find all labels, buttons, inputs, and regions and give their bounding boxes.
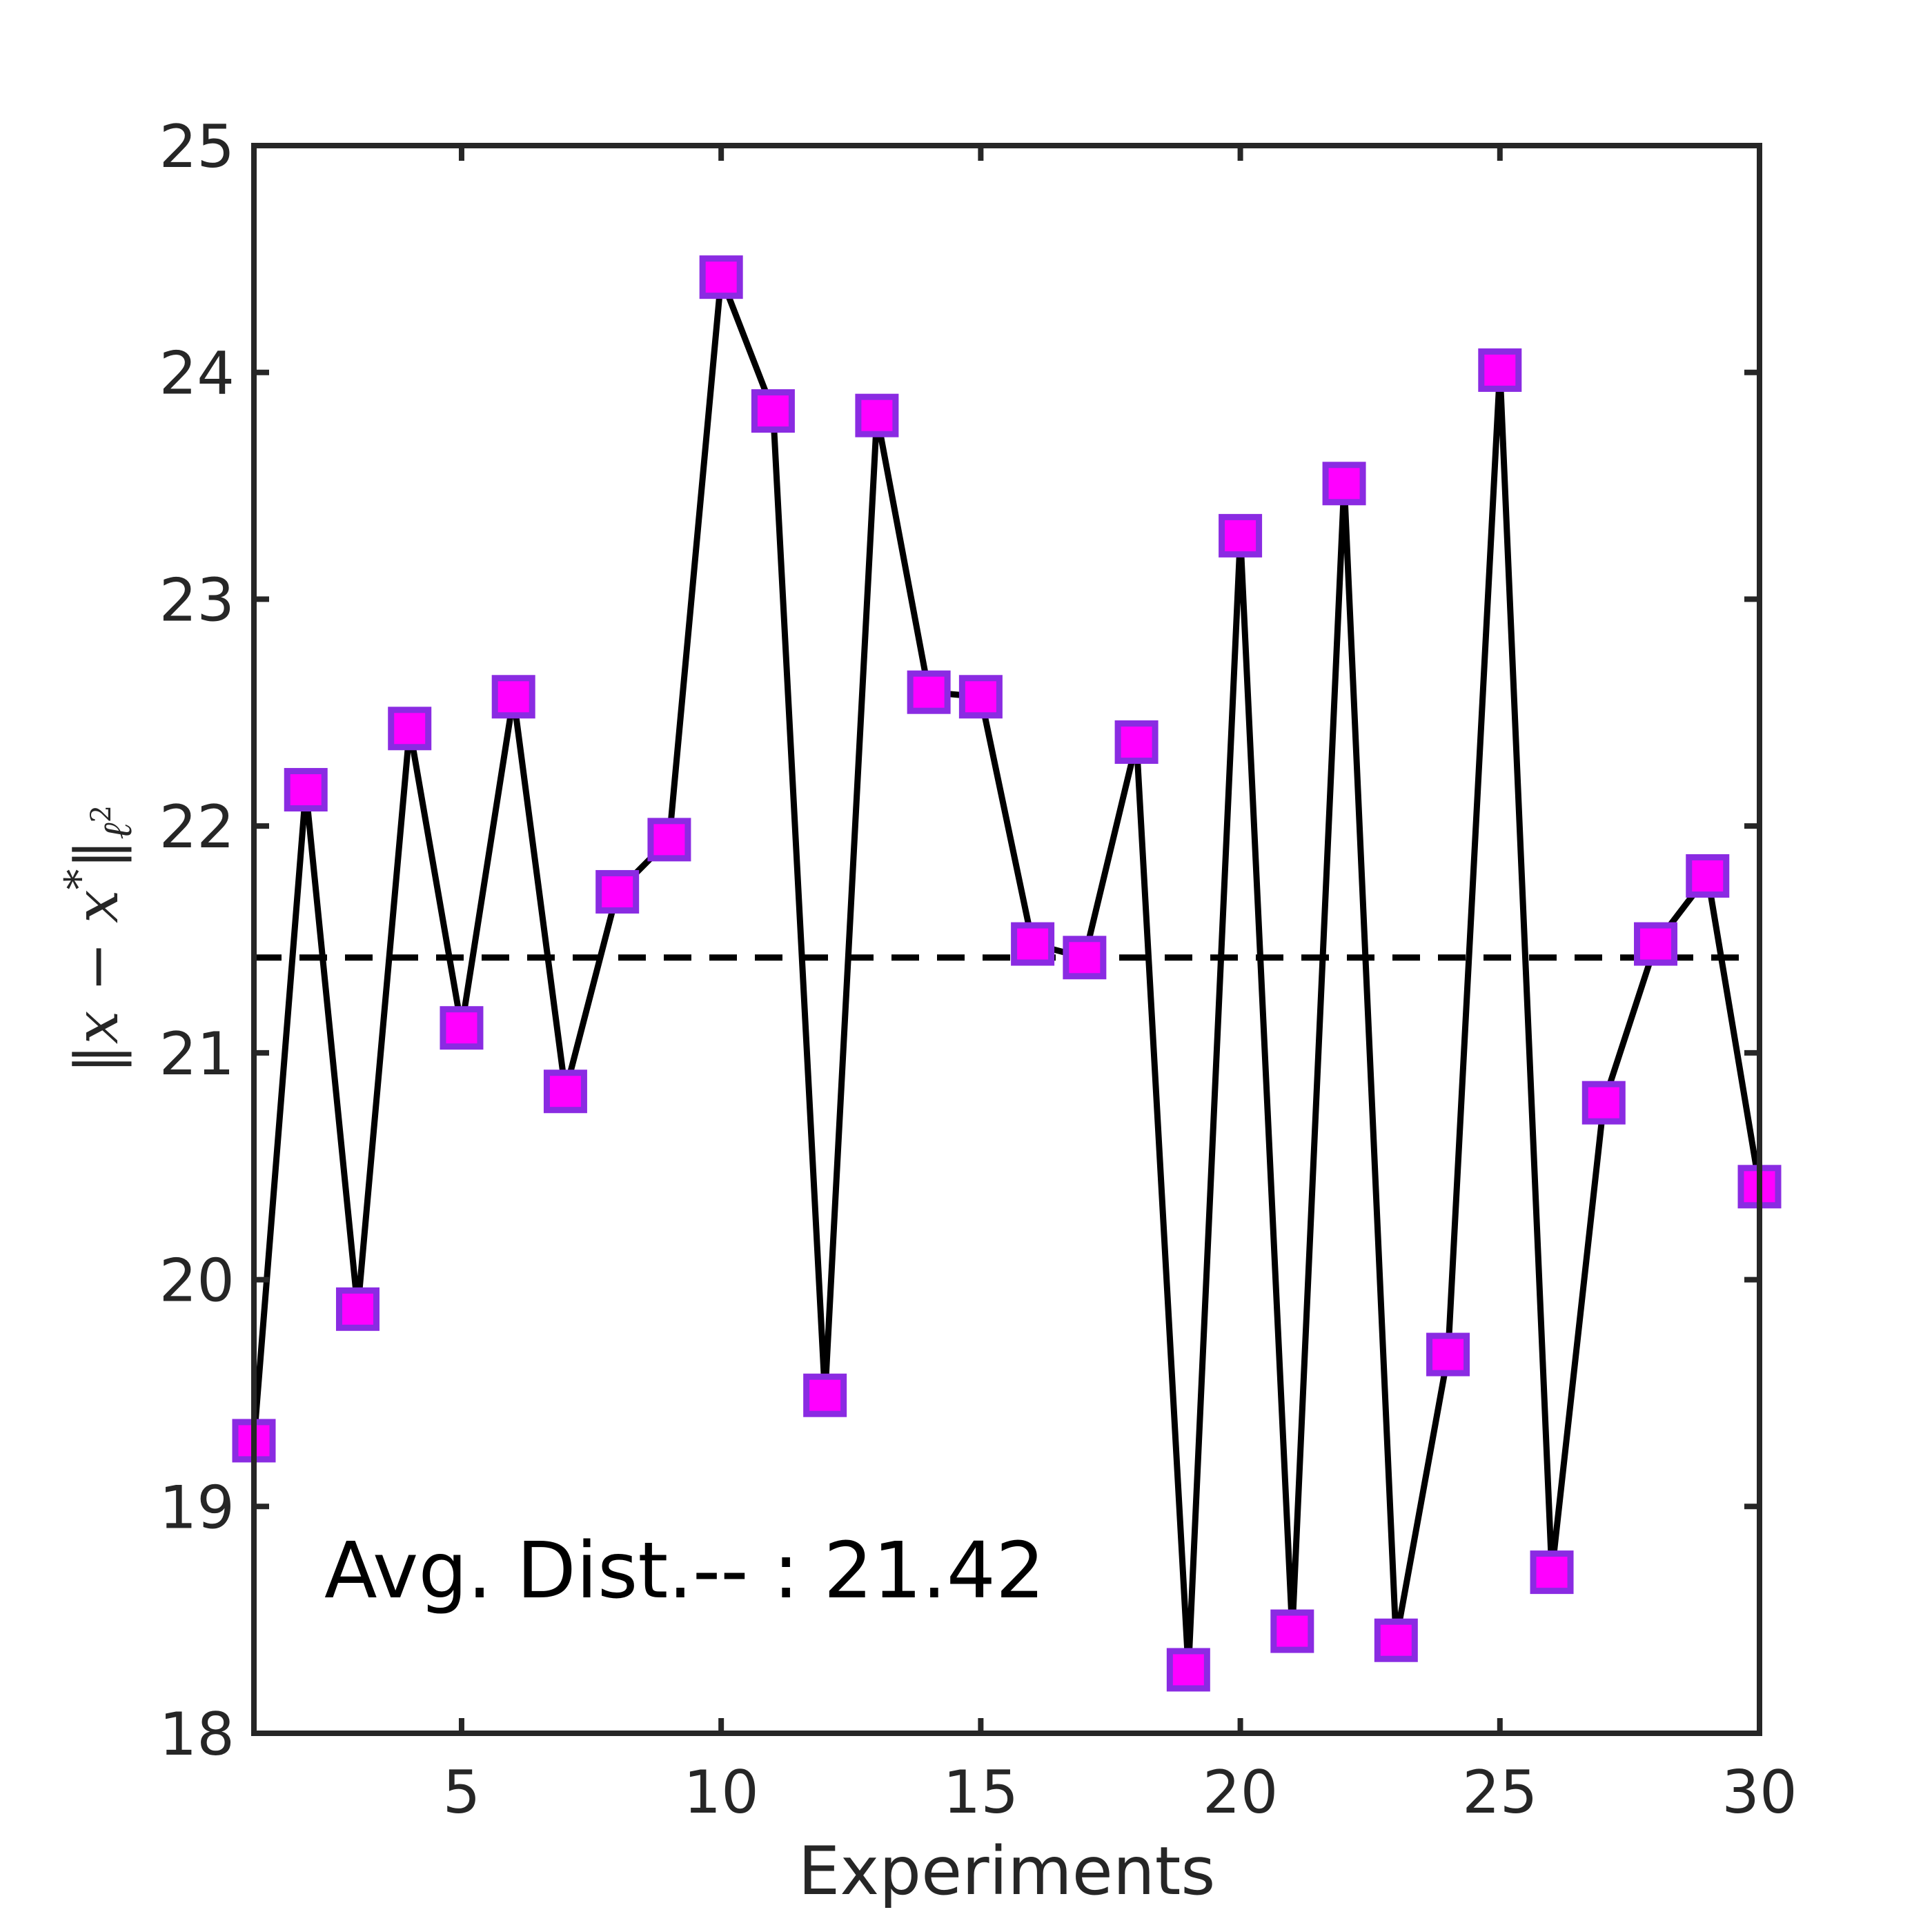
y-axis-title-part: − (63, 923, 132, 1011)
x-tick-label-10: 10 (683, 1758, 758, 1827)
y-axis-title-part: ‖ (63, 1044, 132, 1074)
y-axis-title-part: ℓ (94, 822, 141, 839)
y-tick-label-22: 22 (159, 793, 235, 862)
data-point-18 (1114, 720, 1159, 765)
data-point-4 (388, 707, 432, 751)
y-tick-label-23: 23 (159, 566, 235, 635)
data-point-7 (543, 1070, 587, 1114)
data-point-2 (284, 768, 328, 812)
data-point-27 (1581, 1081, 1626, 1125)
average-distance-annotation: Avg. Dist.-- : 21.42 (324, 1526, 1045, 1616)
data-point-24 (1426, 1332, 1470, 1377)
data-point-10 (699, 255, 743, 299)
data-point-26 (1530, 1550, 1574, 1595)
data-point-21 (1270, 1609, 1314, 1653)
x-axis-title: Experiments (798, 1833, 1216, 1910)
x-tick-label-5: 5 (443, 1758, 481, 1827)
x-tick-label-20: 20 (1203, 1758, 1278, 1827)
data-point-16 (1011, 922, 1055, 966)
y-axis-title-part: 2 (86, 805, 117, 822)
series-line (250, 276, 1763, 1670)
data-point-11 (751, 389, 795, 433)
x-tick-label-25: 25 (1462, 1758, 1537, 1827)
data-point-29 (1686, 854, 1730, 898)
data-point-6 (491, 675, 535, 719)
data-point-12 (803, 1373, 847, 1417)
y-axis-title-part: x (63, 1011, 132, 1045)
y-tick-label-21: 21 (159, 1020, 235, 1089)
data-point-14 (907, 670, 951, 714)
data-point-22 (1322, 462, 1366, 506)
y-tick-label-20: 20 (159, 1247, 235, 1316)
y-axis-title-part: ‖ (63, 839, 132, 869)
data-point-13 (855, 393, 899, 437)
y-axis-title-part: * (56, 869, 104, 889)
data-point-3 (335, 1287, 379, 1331)
y-axis-title: ‖x − x*‖ℓ2 (56, 805, 141, 1074)
y-tick-label-25: 25 (159, 112, 235, 181)
y-tick-label-19: 19 (159, 1473, 235, 1542)
data-point-25 (1478, 348, 1522, 392)
data-point-28 (1634, 922, 1678, 966)
plot-frame (251, 143, 1762, 1736)
data-point-9 (647, 818, 691, 862)
data-point-8 (595, 869, 640, 914)
data-point-15 (958, 675, 1003, 719)
y-axis-title-part: x (63, 889, 132, 923)
data-point-17 (1063, 936, 1107, 980)
data-point-19 (1166, 1648, 1210, 1692)
data-point-5 (440, 1006, 484, 1050)
y-tick-label-18: 18 (159, 1700, 235, 1769)
x-tick-label-30: 30 (1722, 1758, 1797, 1827)
y-tick-label-24: 24 (159, 339, 235, 408)
data-point-23 (1374, 1618, 1418, 1662)
data-point-20 (1219, 513, 1263, 558)
x-tick-label-15: 15 (943, 1758, 1018, 1827)
